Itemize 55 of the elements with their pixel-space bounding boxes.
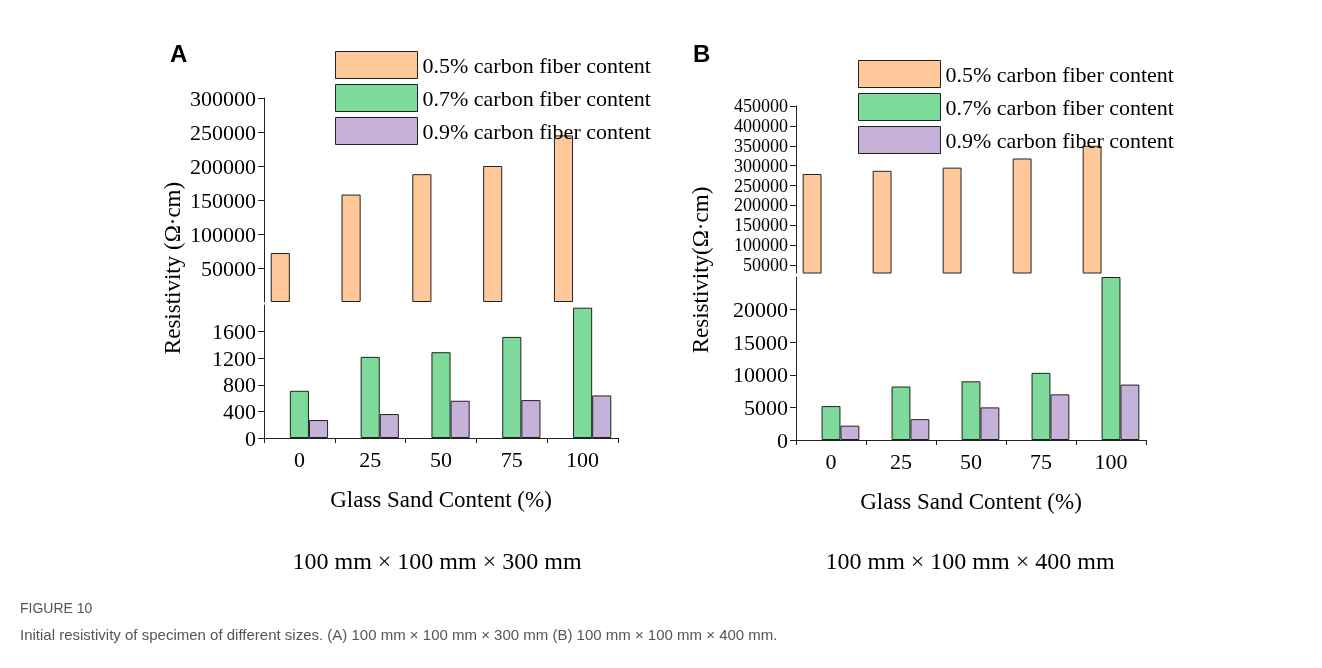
x-tick-label: 25: [890, 448, 912, 474]
bar: [270, 253, 290, 302]
y-tick-label: 200000: [734, 195, 788, 216]
legend-label: 0.5% carbon fiber content: [945, 61, 1174, 87]
x-tick-label: 100: [1094, 448, 1128, 474]
y-tick-label: 450000: [734, 96, 788, 116]
chart-title: B: [693, 39, 711, 67]
y-tick-label: 1200: [212, 345, 256, 371]
y-tick-label: 150000: [734, 215, 788, 236]
y-tick-label: 50000: [743, 255, 788, 276]
y-tick-label: 250000: [190, 119, 256, 145]
x-axis-title: Glass Sand Content (%): [860, 489, 1082, 514]
y-tick-label: 0: [777, 427, 788, 453]
y-tick-label: 0: [245, 425, 256, 451]
text: 100 mm × 100 mm × 300 mm: [292, 548, 582, 574]
x-tick-label: 0: [825, 448, 837, 474]
y-tick-label: 400000: [734, 115, 788, 136]
y-tick-label: 800: [223, 372, 256, 398]
y-tick-label: 100000: [190, 221, 256, 247]
y-axis-title: Resistivity(Ω·cm): [687, 186, 713, 354]
legend-label: 0.7% carbon fiber content: [945, 94, 1174, 120]
legend-label: 0.7% carbon fiber content: [422, 85, 651, 111]
chart-title: A: [170, 39, 188, 67]
x-axis-title: Glass Sand Content (%): [330, 487, 552, 512]
y-tick-label: 50000: [201, 255, 256, 281]
x-tick-label: 50: [960, 448, 982, 474]
x-tick-label: 75: [500, 446, 523, 472]
y-tick-label: 200000: [190, 153, 256, 179]
bar: [341, 194, 361, 302]
y-tick-label: 1600: [212, 319, 256, 345]
bar: [412, 174, 432, 302]
y-tick-label: 10000: [733, 362, 788, 388]
y-axis-title: Resistivity (Ω·cm): [159, 181, 185, 355]
x-tick-label: 75: [1030, 448, 1052, 474]
y-tick-label: 400: [223, 398, 256, 424]
y-tick-label: 5000: [744, 394, 788, 420]
y-tick-label: 20000: [733, 297, 788, 323]
y-tick-label: 300000: [734, 155, 788, 176]
x-tick-label: 50: [430, 446, 452, 472]
legend-label: 0.9% carbon fiber content: [422, 118, 651, 144]
y-tick-label: 100000: [734, 235, 788, 256]
y-tick-label: 150000: [190, 187, 256, 213]
y-tick-label: 15000: [733, 329, 788, 355]
legend-label: 0.9% carbon fiber content: [945, 127, 1174, 153]
x-tick-label: 100: [566, 446, 600, 472]
x-tick-label: 25: [359, 446, 382, 472]
y-tick-label: 300000: [190, 85, 256, 111]
text: Initial resistivity of specimen of different sizes. (A) 100 mm × 100 mm × 300 mm (B) 100 mm × 100 mm × 400 mm.: [20, 625, 778, 643]
legend-label: 0.5% carbon fiber content: [422, 52, 651, 78]
y-tick-label: 350000: [734, 135, 788, 156]
text: 100 mm × 100 mm × 400 mm: [825, 548, 1115, 574]
x-tick-label: 0: [293, 446, 305, 472]
bar: [483, 166, 503, 302]
caption: FIGURE 10: [20, 600, 93, 616]
y-tick-label: 250000: [734, 175, 788, 196]
